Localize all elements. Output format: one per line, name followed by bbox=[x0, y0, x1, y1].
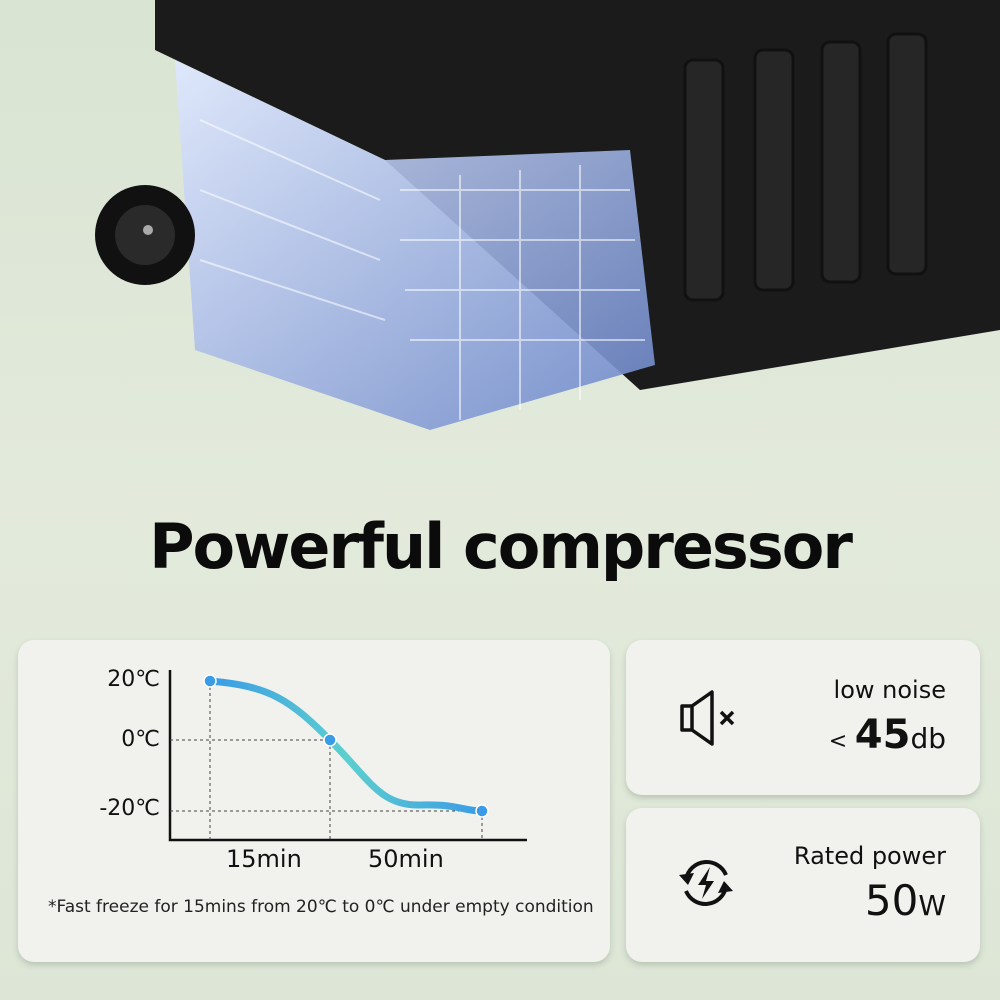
y-tick-label: 0℃ bbox=[121, 727, 160, 752]
data-point bbox=[475, 804, 489, 818]
data-point bbox=[203, 674, 217, 688]
power-card: Rated power 50W bbox=[626, 808, 980, 962]
x-tick-label: 15min bbox=[226, 845, 302, 873]
noise-prefix: < bbox=[828, 729, 848, 754]
noise-value: 45 bbox=[854, 712, 911, 758]
y-tick-label: -20℃ bbox=[99, 796, 160, 821]
recycle-bolt-icon bbox=[679, 860, 733, 906]
power-label: Rated power bbox=[793, 842, 946, 870]
product-photo bbox=[95, 0, 1000, 430]
temperature-curve bbox=[206, 677, 486, 815]
freeze-chart-card bbox=[18, 640, 610, 962]
x-tick-label: 50min bbox=[368, 845, 444, 873]
power-unit: W bbox=[918, 889, 946, 922]
noise-unit: db bbox=[910, 722, 946, 755]
noise-card: low noise < 45db bbox=[626, 640, 980, 795]
noise-label: low noise bbox=[833, 676, 946, 704]
speaker-mute-icon bbox=[680, 690, 735, 746]
footnote: *Fast freeze for 15mins from 20℃ to 0℃ u… bbox=[48, 897, 594, 917]
page-title: Powerful compressor bbox=[149, 510, 853, 583]
data-point bbox=[323, 733, 337, 747]
power-value: 50 bbox=[864, 876, 919, 925]
y-tick-label: 20℃ bbox=[107, 667, 160, 692]
axes bbox=[168, 670, 527, 842]
